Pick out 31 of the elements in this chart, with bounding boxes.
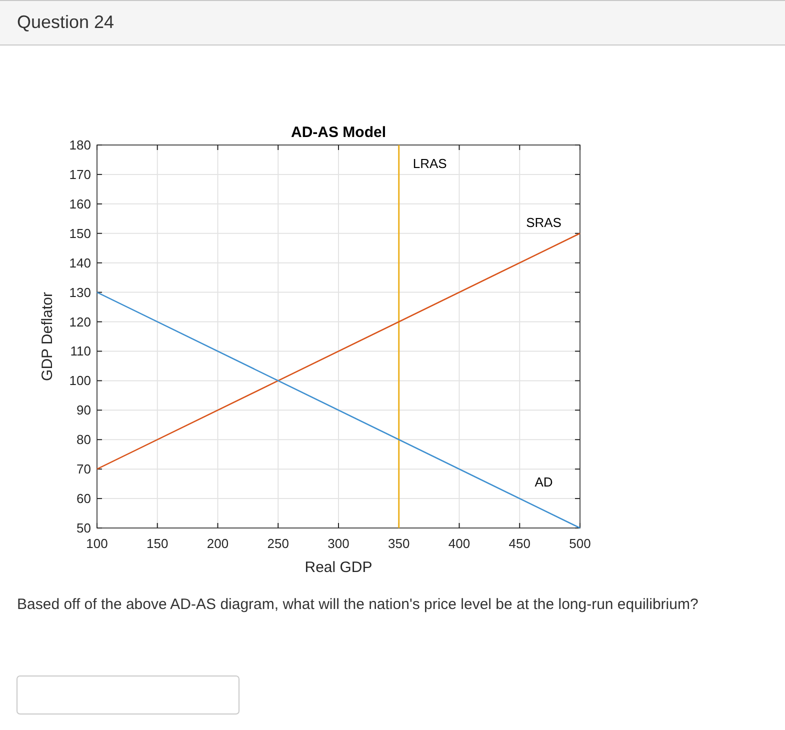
text: Question 24 bbox=[17, 12, 114, 32]
y-axis-title: GDP Deflator bbox=[39, 292, 56, 381]
x-axis-title: Real GDP bbox=[304, 559, 372, 576]
series-label: AD bbox=[534, 474, 553, 490]
y-tick-label: 50 bbox=[76, 520, 91, 536]
x-tick-label: 100 bbox=[86, 536, 108, 551]
y-tick-label: 170 bbox=[69, 166, 91, 182]
x-tick-label: 500 bbox=[569, 536, 591, 551]
y-tick-label: 160 bbox=[69, 196, 91, 212]
x-tick-label: 450 bbox=[508, 536, 530, 551]
x-tick-label: 200 bbox=[206, 536, 229, 551]
y-tick-label: 120 bbox=[69, 314, 91, 330]
x-tick-label: 150 bbox=[146, 536, 168, 551]
y-tick-label: 60 bbox=[76, 491, 91, 506]
y-tick-label: 180 bbox=[69, 138, 91, 152]
x-tick-label: 250 bbox=[267, 536, 289, 551]
x-tick-label: 300 bbox=[328, 536, 350, 551]
x-tick-label: 350 bbox=[388, 536, 410, 551]
y-tick-label: 90 bbox=[76, 402, 91, 418]
ref-line-label: LRAS bbox=[412, 156, 448, 171]
series-label: SRAS bbox=[526, 215, 562, 230]
y-tick-label: 130 bbox=[69, 284, 91, 300]
y-tick-label: 140 bbox=[69, 255, 91, 270]
y-tick-label: 80 bbox=[76, 432, 91, 448]
y-tick-label: 110 bbox=[70, 344, 91, 359]
x-tick-label: 400 bbox=[448, 536, 470, 551]
y-tick-label: 100 bbox=[69, 373, 91, 388]
chart-title: AD-AS Model bbox=[291, 124, 386, 141]
y-tick-label: 70 bbox=[76, 462, 91, 477]
text: Based off of the above AD-AS diagram, what will the nation's price level be at the long-run equilibrium? bbox=[17, 596, 698, 613]
y-tick-label: 150 bbox=[69, 226, 91, 241]
